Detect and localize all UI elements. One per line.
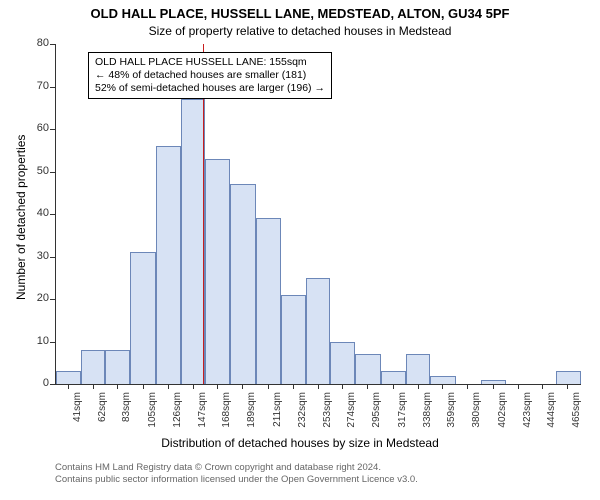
y-tick-mark	[50, 44, 55, 45]
x-tick-label: 232sqm	[297, 392, 308, 434]
histogram-bar	[105, 350, 130, 384]
y-tick-label: 70	[21, 80, 49, 92]
x-tick-label: 380sqm	[471, 392, 482, 434]
y-tick-mark	[50, 87, 55, 88]
histogram-bar	[556, 371, 581, 384]
y-tick-label: 20	[21, 292, 49, 304]
x-tick-mark	[418, 384, 419, 389]
annotation-line3: 52% of semi-detached houses are larger (…	[95, 82, 325, 95]
x-tick-label: 126sqm	[172, 392, 183, 434]
y-tick-label: 30	[21, 250, 49, 262]
y-tick-mark	[50, 172, 55, 173]
x-tick-label: 41sqm	[72, 392, 83, 434]
x-tick-label: 83sqm	[121, 392, 132, 434]
y-tick-label: 10	[21, 335, 49, 347]
x-tick-mark	[268, 384, 269, 389]
annotation-box: OLD HALL PLACE HUSSELL LANE: 155sqm ← 48…	[88, 52, 332, 99]
footer-attribution: Contains HM Land Registry data © Crown c…	[55, 462, 418, 487]
x-tick-mark	[542, 384, 543, 389]
x-tick-mark	[68, 384, 69, 389]
x-tick-mark	[93, 384, 94, 389]
y-tick-label: 80	[21, 37, 49, 49]
y-tick-mark	[50, 342, 55, 343]
histogram-bar	[56, 371, 81, 384]
x-tick-label: 147sqm	[197, 392, 208, 434]
x-tick-mark	[567, 384, 568, 389]
x-tick-mark	[242, 384, 243, 389]
x-tick-label: 189sqm	[246, 392, 257, 434]
histogram-bar	[230, 184, 256, 384]
x-tick-mark	[293, 384, 294, 389]
x-tick-label: 62sqm	[97, 392, 108, 434]
x-tick-mark	[117, 384, 118, 389]
x-tick-label: 317sqm	[397, 392, 408, 434]
x-tick-mark	[318, 384, 319, 389]
x-tick-label: 211sqm	[272, 392, 283, 434]
histogram-chart: OLD HALL PLACE, HUSSELL LANE, MEDSTEAD, …	[0, 0, 600, 500]
y-tick-label: 0	[21, 377, 49, 389]
y-tick-mark	[50, 299, 55, 300]
x-axis-label: Distribution of detached houses by size …	[0, 436, 600, 450]
chart-subtitle: Size of property relative to detached ho…	[0, 24, 600, 38]
histogram-bar	[355, 354, 381, 384]
x-tick-label: 168sqm	[221, 392, 232, 434]
annotation-line1: OLD HALL PLACE HUSSELL LANE: 155sqm	[95, 56, 325, 69]
histogram-bar	[130, 252, 156, 384]
histogram-bar	[381, 371, 406, 384]
footer-line1: Contains HM Land Registry data © Crown c…	[55, 462, 418, 474]
histogram-bar	[306, 278, 331, 384]
y-tick-label: 60	[21, 122, 49, 134]
x-tick-label: 444sqm	[546, 392, 557, 434]
y-tick-label: 40	[21, 207, 49, 219]
x-tick-label: 105sqm	[147, 392, 158, 434]
x-tick-label: 359sqm	[446, 392, 457, 434]
x-tick-label: 338sqm	[422, 392, 433, 434]
histogram-bar	[205, 159, 230, 384]
footer-line2: Contains public sector information licen…	[55, 474, 418, 486]
x-tick-label: 402sqm	[497, 392, 508, 434]
x-tick-label: 465sqm	[571, 392, 582, 434]
x-tick-mark	[168, 384, 169, 389]
y-tick-mark	[50, 257, 55, 258]
x-tick-mark	[342, 384, 343, 389]
x-tick-mark	[493, 384, 494, 389]
histogram-bar	[281, 295, 306, 384]
histogram-bar	[156, 146, 181, 384]
x-tick-label: 274sqm	[346, 392, 357, 434]
x-tick-mark	[442, 384, 443, 389]
x-tick-mark	[143, 384, 144, 389]
y-tick-mark	[50, 214, 55, 215]
histogram-bar	[330, 342, 355, 385]
x-tick-label: 295sqm	[371, 392, 382, 434]
y-tick-mark	[50, 129, 55, 130]
x-tick-label: 423sqm	[522, 392, 533, 434]
x-tick-mark	[393, 384, 394, 389]
x-tick-mark	[217, 384, 218, 389]
histogram-bar	[406, 354, 431, 384]
histogram-bar	[256, 218, 281, 384]
y-tick-label: 50	[21, 165, 49, 177]
histogram-bar	[430, 376, 456, 385]
x-tick-mark	[467, 384, 468, 389]
x-tick-mark	[193, 384, 194, 389]
histogram-bar	[81, 350, 106, 384]
chart-title: OLD HALL PLACE, HUSSELL LANE, MEDSTEAD, …	[0, 6, 600, 21]
annotation-line2: ← 48% of detached houses are smaller (18…	[95, 69, 325, 82]
y-tick-mark	[50, 384, 55, 385]
histogram-bar	[181, 99, 206, 384]
x-tick-mark	[367, 384, 368, 389]
x-tick-mark	[518, 384, 519, 389]
x-tick-label: 253sqm	[322, 392, 333, 434]
